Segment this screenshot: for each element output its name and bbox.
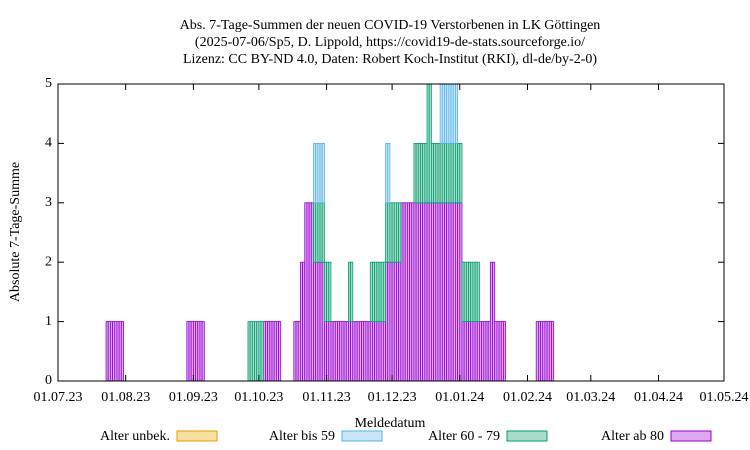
x-tick-label: 01.09.23 [169, 390, 218, 405]
chart-title: Lizenz: CC BY-ND 4.0, Daten: Robert Koch… [183, 52, 597, 67]
x-tick-label: 01.11.23 [302, 390, 350, 405]
x-tick-label: 01.01.24 [435, 390, 484, 405]
bar [120, 321, 124, 382]
y-tick-label: 2 [45, 254, 52, 269]
chart-title: (2025-07-06/Sp5, D. Lippold, https://cov… [195, 35, 585, 50]
x-tick-label: 01.04.24 [634, 390, 683, 405]
bar [260, 321, 264, 382]
y-tick-label: 5 [45, 76, 52, 91]
legend-swatch [341, 430, 383, 442]
legend-label: Alter ab 80 [601, 429, 664, 444]
x-tick-label: 01.07.23 [34, 390, 83, 405]
x-tick-label: 01.10.23 [234, 390, 283, 405]
bar [321, 142, 325, 204]
bar [459, 142, 463, 204]
chart-title: Abs. 7-Tage-Summen der neuen COVID-19 Ve… [180, 18, 601, 33]
x-tick-label: 01.02.24 [503, 390, 552, 405]
plot-frame [57, 83, 725, 382]
x-tick-label: 01.12.23 [368, 390, 417, 405]
legend-swatch [506, 430, 548, 442]
x-tick-label: 01.05.24 [700, 390, 749, 405]
x-tick-label: 01.08.23 [101, 390, 150, 405]
bar [476, 261, 480, 323]
y-axis-label: Absolute 7-Tage-Summe [8, 162, 23, 302]
bar [387, 142, 391, 204]
bar [398, 202, 402, 263]
y-tick-label: 1 [45, 314, 52, 329]
bar [201, 321, 205, 382]
bar [350, 261, 354, 323]
bar [328, 261, 332, 323]
legend-label: Alter bis 59 [269, 429, 335, 444]
legend-label: Alter 60 - 79 [428, 429, 500, 444]
y-tick-label: 3 [45, 195, 52, 210]
bar [278, 321, 282, 382]
bar [551, 321, 555, 382]
legend-swatch [670, 430, 712, 442]
y-tick-label: 0 [45, 373, 52, 388]
bar [382, 261, 386, 323]
y-tick-label: 4 [45, 136, 52, 151]
bar [503, 321, 507, 382]
x-tick-label: 01.03.24 [566, 390, 615, 405]
x-axis-label: Meldedatum [355, 416, 426, 431]
legend-label: Alter unbek. [100, 429, 170, 444]
legend-swatch [176, 430, 218, 442]
bar [455, 83, 458, 144]
bar [321, 202, 325, 263]
